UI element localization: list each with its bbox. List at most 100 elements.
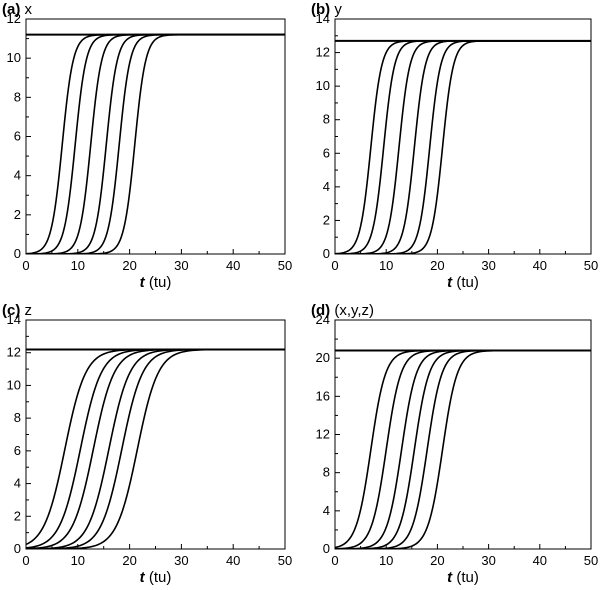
y-tick-label: 2 xyxy=(14,508,21,523)
x-axis-variable: t xyxy=(140,569,146,586)
x-tick-label: 20 xyxy=(122,553,136,568)
y-tick-label: 10 xyxy=(316,78,330,93)
y-tick-label: 6 xyxy=(14,129,21,144)
plot-frame xyxy=(334,18,592,255)
x-tick-label: 0 xyxy=(22,258,29,273)
y-tick-label: 6 xyxy=(323,145,330,160)
y-tick-label: 0 xyxy=(14,541,21,556)
y-tick-label: 8 xyxy=(14,89,21,104)
y-tick-label: 4 xyxy=(14,476,21,491)
x-axis-unit: (tu) xyxy=(452,569,479,586)
y-tick-label: 12 xyxy=(316,427,330,442)
x-axis-unit: (tu) xyxy=(145,569,172,586)
plot-frame xyxy=(25,18,286,255)
chart-panel: 0 2 4 6 8 10 12 14 0 10 20 30 40 50 t (tu) (b) y xyxy=(311,1,598,291)
panel-label: (a) x xyxy=(2,1,33,18)
y-tick-label: 16 xyxy=(316,388,330,403)
x-tick-label: 10 xyxy=(379,258,393,273)
series-line xyxy=(26,348,285,549)
y-tick-label: 2 xyxy=(14,207,21,222)
panel-label: (b) y xyxy=(311,1,342,18)
panel-letter: (a) xyxy=(2,1,20,18)
x-tick-label: 10 xyxy=(379,553,393,568)
chart-panel: 0 2 4 6 8 10 12 0 10 20 30 40 50 t (tu) (a) x xyxy=(2,1,292,291)
x-tick-label: 30 xyxy=(481,258,495,273)
y-tick-label: 10 xyxy=(7,377,21,392)
series-line xyxy=(335,349,591,549)
y-tick-label: 14 xyxy=(316,11,330,26)
panel-letter: (d) xyxy=(311,302,330,319)
y-tick-label: 8 xyxy=(323,112,330,127)
x-axis-title: t (tu) xyxy=(140,569,172,586)
panel-letter: (c) xyxy=(2,302,20,319)
x-axis-title: t (tu) xyxy=(447,274,479,291)
x-tick-label: 10 xyxy=(71,258,85,273)
panel-variable: (x,y,z) xyxy=(330,302,374,319)
x-tick-label: 10 xyxy=(71,553,85,568)
series-line xyxy=(335,40,591,254)
x-tick-label: 40 xyxy=(226,553,240,568)
series-line xyxy=(26,33,285,254)
x-axis-unit: (tu) xyxy=(452,274,479,291)
y-tick-label: 8 xyxy=(323,465,330,480)
y-tick-label: 4 xyxy=(323,179,330,194)
series-line xyxy=(26,33,285,254)
x-tick-label: 0 xyxy=(22,553,29,568)
y-tick-label: 10 xyxy=(7,50,21,65)
x-tick-label: 20 xyxy=(430,258,444,273)
y-tick-label: 4 xyxy=(323,503,330,518)
panel-letter: (b) xyxy=(311,1,330,18)
chart-panel: 0 2 4 6 8 10 12 14 0 10 20 30 40 50 t (tu) (c) z xyxy=(2,302,292,586)
y-tick-label: 12 xyxy=(316,45,330,60)
y-tick-label: 14 xyxy=(7,312,21,327)
panel-variable: y xyxy=(330,1,342,18)
y-tick-label: 12 xyxy=(7,11,21,26)
x-tick-label: 40 xyxy=(533,553,547,568)
x-tick-label: 20 xyxy=(430,553,444,568)
x-tick-label: 30 xyxy=(481,553,495,568)
x-axis-title: t (tu) xyxy=(140,274,172,291)
x-tick-label: 0 xyxy=(331,258,338,273)
x-tick-label: 20 xyxy=(122,258,136,273)
x-axis-variable: t xyxy=(447,569,453,586)
x-tick-label: 50 xyxy=(278,553,292,568)
series-line xyxy=(335,40,591,254)
y-tick-label: 0 xyxy=(323,246,330,261)
y-tick-label: 0 xyxy=(323,541,330,556)
x-tick-label: 40 xyxy=(226,258,240,273)
y-tick-label: 20 xyxy=(316,350,330,365)
x-tick-label: 50 xyxy=(584,258,598,273)
series-line xyxy=(26,33,285,254)
x-axis-unit: (tu) xyxy=(145,274,172,291)
series-line xyxy=(26,33,285,254)
x-axis-title: t (tu) xyxy=(447,569,479,586)
series-line xyxy=(335,40,591,254)
x-tick-label: 50 xyxy=(278,258,292,273)
panel-label: (c) z xyxy=(2,302,32,319)
series-line xyxy=(26,33,285,254)
y-tick-label: 8 xyxy=(14,410,21,425)
x-tick-label: 50 xyxy=(584,553,598,568)
x-tick-label: 30 xyxy=(174,553,188,568)
series-line xyxy=(335,40,591,254)
y-tick-label: 6 xyxy=(14,443,21,458)
y-tick-label: 24 xyxy=(316,312,330,327)
series-line xyxy=(335,40,591,254)
y-tick-label: 4 xyxy=(14,168,21,183)
x-axis-variable: t xyxy=(140,274,146,291)
x-axis-variable: t xyxy=(447,274,453,291)
y-tick-label: 2 xyxy=(323,212,330,227)
series-line xyxy=(335,349,591,549)
y-tick-label: 12 xyxy=(7,345,21,360)
series-line xyxy=(335,40,591,254)
x-tick-label: 0 xyxy=(331,553,338,568)
chart-panel: 0 4 8 12 16 20 24 0 10 20 30 40 50 t (tu) (d) (x,y,z) xyxy=(311,302,598,586)
panel-variable: z xyxy=(20,302,32,319)
series-line xyxy=(26,33,285,254)
x-tick-label: 40 xyxy=(533,258,547,273)
panel-variable: x xyxy=(20,1,32,18)
x-tick-label: 30 xyxy=(174,258,188,273)
y-tick-label: 0 xyxy=(14,246,21,261)
panel-label: (d) (x,y,z) xyxy=(311,302,374,319)
